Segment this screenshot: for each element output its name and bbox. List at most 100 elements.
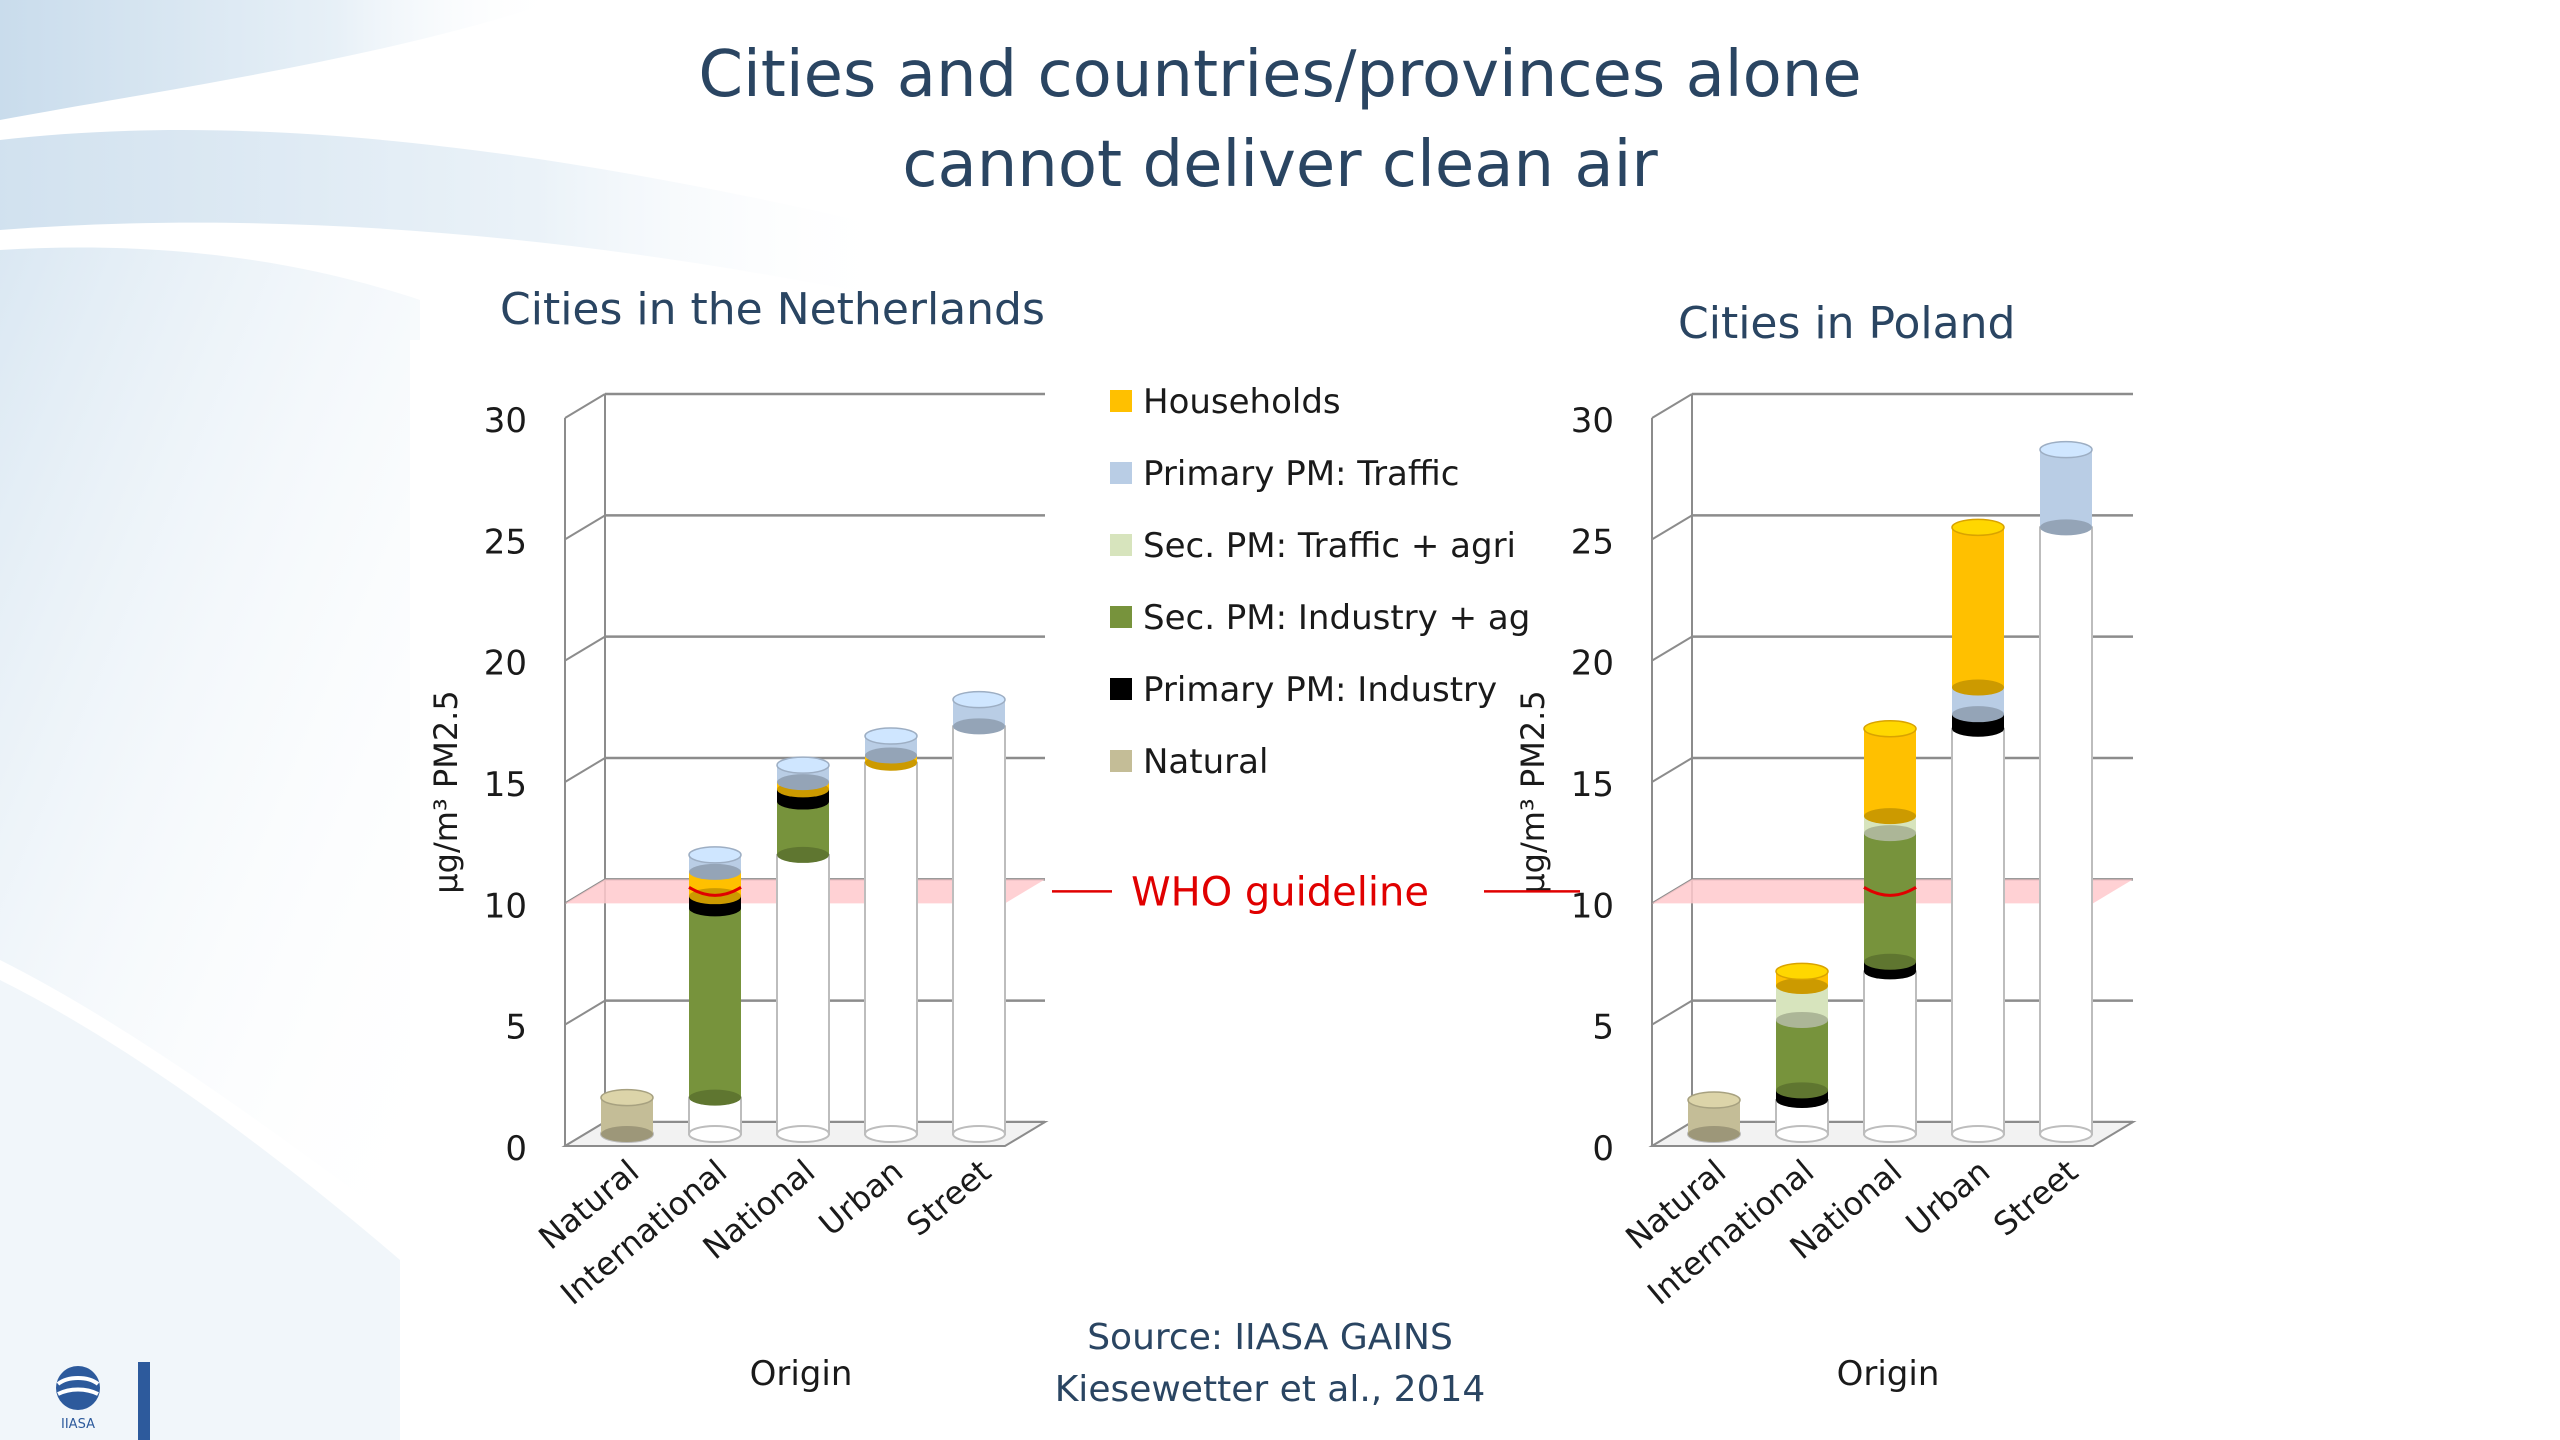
bar-base-bottom: [2039, 1125, 2093, 1143]
grid-diagonal-pl: [1651, 514, 1693, 541]
bar-base-column: [1863, 970, 1917, 1135]
logo-divider: [138, 1362, 150, 1440]
y-axis-label-nl: µg/m³ PM2.5: [427, 690, 465, 893]
y-tick-label-nl: 0: [505, 1129, 527, 1169]
slide-title-line2: cannot deliver clean air: [902, 128, 1658, 202]
grid-diagonal-pl: [1651, 757, 1693, 783]
bar-pl-international: [1775, 962, 1829, 1143]
bar-base-column: [864, 761, 918, 1135]
bar-segment-bottom-households: [1952, 679, 2004, 696]
bar-nl-international: [688, 846, 742, 1143]
bar-pl-street: [2039, 440, 2093, 1143]
bar-segment-households: [1952, 527, 2004, 688]
bar-segment-bottom-traffic_pm: [689, 863, 741, 880]
logo-text: IIASA: [61, 1417, 95, 1432]
x-tick-label-nl: Street: [899, 1152, 998, 1244]
bar-segment-bottom-sec_traffic: [1864, 825, 1916, 842]
y-tick-label-nl: 10: [484, 886, 527, 926]
bar-top-cap-natural: [600, 1088, 654, 1107]
bar-pl-natural: [1687, 1091, 1741, 1143]
bar-nl-natural: [600, 1088, 654, 1143]
x-axis-label-nl: Origin: [750, 1354, 853, 1394]
y-tick-label-pl: 5: [1592, 1008, 1614, 1048]
bar-segment-bottom-ind_pm: [1952, 720, 2004, 737]
who-label: WHO guideline: [1131, 869, 1429, 915]
bar-base-column: [776, 853, 830, 1136]
y-tick-label-nl: 25: [484, 522, 527, 562]
slide-title-line1: Cities and countries/provinces alone: [698, 38, 1862, 112]
slide-title: Cities and countries/provinces alone can…: [480, 30, 2080, 210]
bar-base-bottom: [864, 1125, 918, 1143]
legend-label-ind_pm: Primary PM: Industry: [1143, 670, 1497, 710]
bar-base-column: [2039, 526, 2093, 1135]
legend-label-sec_industry: Sec. PM: Industry + ag: [1143, 598, 1530, 638]
legend-label-natural: Natural: [1143, 742, 1268, 782]
y-tick-label-pl: 0: [1592, 1129, 1614, 1169]
legend-label-households: Households: [1143, 382, 1341, 422]
bar-base-bottom: [1863, 1125, 1917, 1143]
bar-nl-urban: [864, 727, 918, 1143]
y-tick-label-nl: 30: [484, 401, 527, 441]
who-guideline: WHO guideline: [1052, 853, 1580, 930]
bar-top-cap-households: [1951, 518, 2005, 537]
y-tick-label-nl: 5: [505, 1008, 527, 1048]
bar-pl-urban: [1951, 518, 2005, 1143]
legend-swatch-sec_industry: [1110, 606, 1132, 628]
legend-label-traffic_pm: Primary PM: Traffic: [1143, 454, 1459, 494]
bar-base-bottom: [1775, 1125, 1829, 1143]
legend: Households Primary PM: Traffic Sec. PM: Tr…: [1110, 382, 1530, 782]
bar-segment-sec_industry: [1864, 833, 1916, 962]
bar-segment-bottom-traffic_pm: [953, 718, 1005, 735]
y-tick-label-pl: 10: [1571, 886, 1614, 926]
bar-base-column: [952, 725, 1006, 1135]
grid-diagonal-pl: [1651, 999, 1693, 1026]
y-tick-label-pl: 20: [1571, 644, 1614, 684]
bar-nl-street: [952, 690, 1006, 1143]
bar-segment-sec_industry: [1776, 1019, 1828, 1091]
bar-segment-bottom-sec_industry: [777, 846, 829, 863]
bar-segment-bottom-ind_pm: [777, 793, 829, 810]
iiasa-logo: IIASA: [56, 1366, 100, 1432]
grid-diagonal-pl: [1651, 635, 1693, 662]
bar-base-bottom: [952, 1125, 1006, 1143]
y-tick-label-pl: 30: [1571, 401, 1614, 441]
bar-segment-bottom-traffic_pm: [1952, 706, 2004, 723]
bar-top-cap-households: [1775, 962, 1829, 981]
bar-segment-bottom-ind_pm: [689, 900, 741, 917]
legend-swatch-ind_pm: [1110, 678, 1132, 700]
y-axis-label-pl: µg/m³ PM2.5: [1514, 690, 1552, 893]
legend-swatch-sec_traffic: [1110, 534, 1132, 556]
bar-segment-bottom-natural: [601, 1126, 653, 1142]
who-crossing-mark: [1863, 886, 1917, 897]
grid-diagonal-pl: [1651, 393, 1693, 419]
legend-swatch-households: [1110, 390, 1132, 412]
x-axis-label-pl: Origin: [1837, 1354, 1940, 1394]
legend-label-sec_traffic: Sec. PM: Traffic + agri: [1143, 526, 1516, 566]
grid-diagonal-nl: [564, 635, 606, 662]
y-tick-label-nl: 15: [484, 765, 527, 805]
bar-top-cap-traffic_pm: [776, 756, 830, 774]
bar-top-cap-traffic_pm: [688, 846, 742, 864]
who-crossing-mark: [688, 886, 742, 897]
bar-nl-national: [776, 756, 830, 1143]
bar-segment-bottom-traffic_pm: [2040, 519, 2092, 536]
bar-base-bottom: [776, 1125, 830, 1143]
source-line1: Source: IIASA GAINS: [1087, 1317, 1453, 1358]
bar-top-cap-natural: [1687, 1091, 1741, 1109]
bar-segment-bottom-sec_industry: [1776, 1082, 1828, 1099]
grid-diagonal-nl: [564, 514, 606, 541]
bar-segment-sec_industry: [689, 908, 741, 1098]
grid-diagonal-nl: [564, 393, 606, 419]
bar-segment-bottom-natural: [1688, 1126, 1740, 1142]
bar-segment-bottom-households: [1864, 808, 1916, 825]
x-tick-label-pl: Street: [1986, 1152, 2085, 1244]
bar-pl-national: [1863, 719, 1917, 1143]
bar-segment-bottom-sec_industry: [1864, 953, 1916, 970]
legend-swatch-traffic_pm: [1110, 462, 1132, 484]
bar-segment-bottom-sec_traffic: [1776, 1011, 1828, 1028]
bar-segment-bottom-traffic_pm: [777, 774, 829, 791]
